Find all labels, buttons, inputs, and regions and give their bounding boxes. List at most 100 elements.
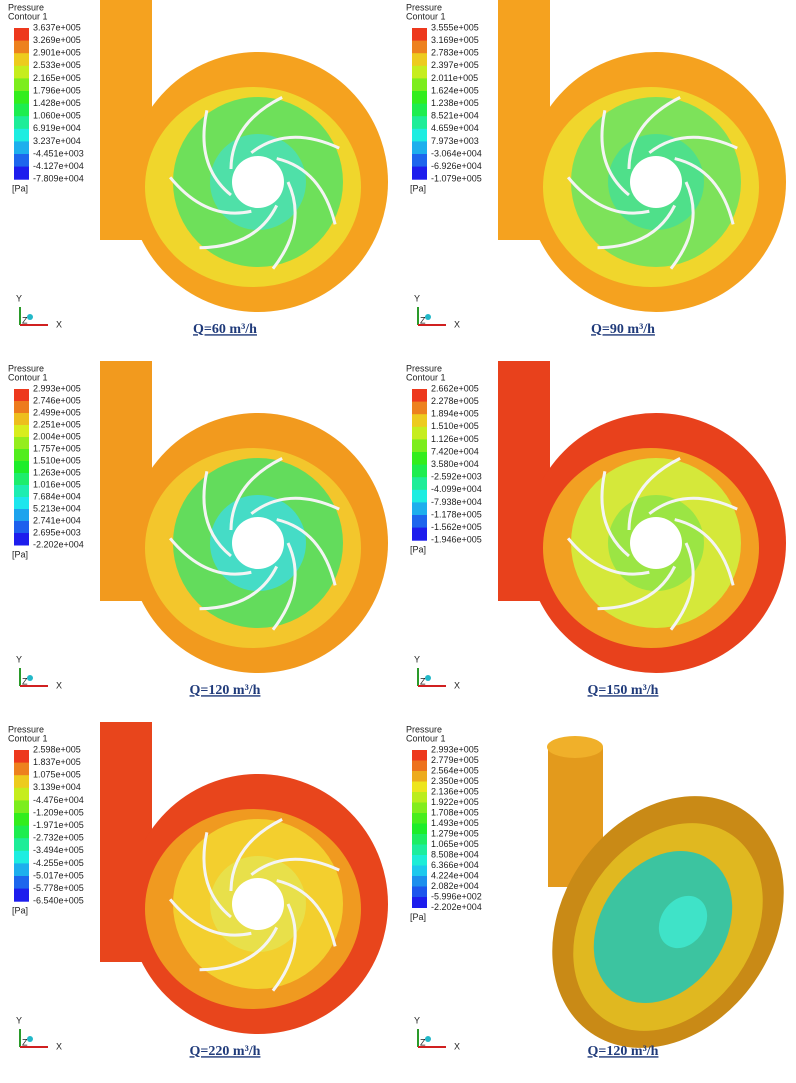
legend-subtitle: Contour 1 [8,372,48,382]
color-swatch [412,389,427,402]
color-swatch [14,401,29,414]
color-swatch [412,897,427,908]
axis-z-label: Z [22,315,28,325]
legend-label: 1.126e+005 [431,434,479,444]
axis-z-label: Z [22,1037,28,1047]
panel: PressureContour 12.598e+0051.837e+0051.0… [8,722,388,1059]
legend-label: 1.894e+005 [431,409,479,419]
legend-label: 1.075e+005 [33,770,81,780]
legend-label: 2.783e+005 [431,48,479,58]
color-swatch [412,154,427,167]
caption: Q=120 m³/h [588,1044,659,1059]
color-swatch [14,750,29,763]
legend-subtitle: Contour 1 [406,11,446,21]
legend-label: 2.004e+005 [33,431,81,441]
color-swatch [412,104,427,117]
axis-x-label: X [454,319,460,329]
legend-label: 2.397e+005 [431,60,479,70]
axis-z [27,675,33,681]
color-swatch [14,813,29,826]
color-swatch [412,528,427,541]
caption: Q=60 m³/h [193,322,257,337]
legend-label: -6.540e+005 [33,896,84,906]
color-swatch [412,813,427,824]
axis-y-label: Y [16,654,22,664]
legend-label: 1.238e+005 [431,98,479,108]
legend-label: -6.926e+004 [431,161,482,171]
legend-unit: [Pa] [12,549,28,559]
legend-label: -2.592e+003 [431,472,482,482]
legend-unit: [Pa] [12,906,28,916]
legend-label: -7.809e+004 [33,174,84,184]
color-swatch [14,116,29,129]
color-swatch [412,427,427,440]
color-swatch [412,167,427,180]
color-swatch [412,477,427,490]
hub [630,156,682,208]
color-swatch [14,413,29,426]
hub [232,878,284,930]
hub [232,517,284,569]
legend-label: -7.938e+004 [431,497,482,507]
color-swatch [412,761,427,772]
legend-label: -1.209e+005 [33,807,84,817]
color-swatch [412,465,427,478]
color-swatch [14,104,29,117]
color-swatch [14,851,29,864]
legend-label: 5.213e+004 [33,503,81,513]
legend-label: -4.255e+005 [33,858,84,868]
color-swatch [412,782,427,793]
axis-x-label: X [56,319,62,329]
legend-label: 2.598e+005 [33,744,81,754]
legend-label: -1.178e+005 [431,509,482,519]
legend-label: 1.279e+005 [431,828,479,838]
legend-label: 8.508e+004 [431,849,479,859]
caption: Q=90 m³/h [591,322,655,337]
legend-label: 2.662e+005 [431,383,479,393]
color-swatch [14,449,29,462]
axis-x-label: X [56,680,62,690]
legend-label: 2.746e+005 [33,395,81,405]
color-swatch [14,788,29,801]
color-swatch [14,826,29,839]
legend-label: -3.494e+005 [33,845,84,855]
color-swatch [14,889,29,902]
color-swatch [412,876,427,887]
color-swatch [412,91,427,104]
legend-label: -1.079e+005 [431,174,482,184]
legend-label: 1.757e+005 [33,443,81,453]
legend-label: 2.533e+005 [33,60,81,70]
legend-subtitle: Contour 1 [8,733,48,743]
pipe-top [547,736,603,758]
axis-z [425,675,431,681]
color-swatch [412,78,427,91]
color-swatch [14,154,29,167]
legend-unit: [Pa] [12,184,28,194]
color-swatch [412,402,427,415]
legend-label: 3.139e+004 [33,782,81,792]
legend-subtitle: Contour 1 [406,733,446,743]
axis-y-label: Y [414,654,420,664]
color-swatch [14,775,29,788]
legend-label: -5.017e+005 [33,870,84,880]
legend-label: 1.263e+005 [33,467,81,477]
legend-unit: [Pa] [410,912,426,922]
color-swatch [412,116,427,129]
legend-label: 6.919e+004 [33,123,81,133]
legend-label: 2.350e+005 [431,776,479,786]
color-swatch [412,845,427,856]
hub [630,517,682,569]
color-swatch [14,863,29,876]
legend-label: 2.993e+005 [33,383,81,393]
legend-label: -2.202e+004 [431,902,482,912]
legend-label: 2.564e+005 [431,765,479,775]
legend-label: -1.562e+005 [431,522,482,532]
legend-label: 2.136e+005 [431,786,479,796]
figure: PressureContour 13.637e+0053.269e+0052.9… [0,0,796,1083]
legend-label: -1.971e+005 [33,820,84,830]
legend-label: 1.708e+005 [431,807,479,817]
axis-z-label: Z [420,315,426,325]
